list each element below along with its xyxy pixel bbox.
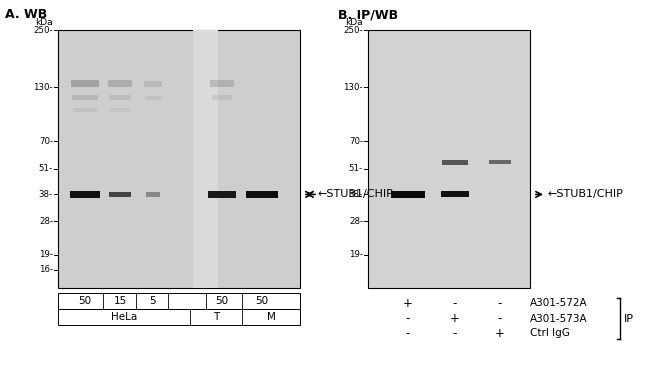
Text: -: - [498, 297, 502, 310]
Text: 51-: 51- [349, 164, 363, 173]
Bar [246, 191, 278, 198]
Text: M: M [266, 312, 276, 322]
Text: -: - [453, 327, 457, 340]
Text: +: + [403, 297, 413, 310]
Text: +: + [495, 327, 505, 340]
Text: kDa: kDa [345, 18, 363, 27]
Bar [441, 191, 469, 198]
Bar [208, 191, 236, 198]
Text: A301-573A: A301-573A [530, 314, 588, 323]
Text: +: + [450, 312, 460, 325]
Bar [109, 192, 131, 197]
Text: 51-: 51- [39, 164, 53, 173]
Bar [145, 96, 161, 100]
Text: B. IP/WB: B. IP/WB [338, 8, 398, 21]
Text: 38-: 38- [349, 190, 363, 199]
Bar [109, 95, 131, 100]
Bar [442, 160, 468, 165]
Bar [193, 30, 218, 288]
Text: 5: 5 [150, 296, 156, 306]
Bar [210, 80, 234, 87]
Text: 28-: 28- [349, 216, 363, 225]
Text: 19-: 19- [349, 250, 363, 260]
Text: 38-: 38- [39, 190, 53, 199]
Bar [212, 95, 232, 100]
Text: 28-: 28- [39, 216, 53, 225]
Bar [58, 309, 300, 325]
Text: IP: IP [624, 314, 634, 323]
Text: kDa: kDa [35, 18, 53, 27]
Bar [58, 30, 300, 288]
Text: 50: 50 [79, 296, 92, 306]
Bar [391, 191, 425, 198]
Bar [70, 191, 100, 198]
Text: 16-: 16- [39, 265, 53, 274]
Bar [110, 108, 130, 112]
Bar [73, 108, 97, 112]
Bar [58, 293, 300, 309]
Text: 50: 50 [215, 296, 229, 306]
Text: HeLa: HeLa [111, 312, 137, 322]
Text: -: - [406, 327, 410, 340]
Text: 19-: 19- [39, 250, 53, 260]
Text: 15: 15 [113, 296, 127, 306]
Bar [368, 30, 530, 288]
Text: A301-572A: A301-572A [530, 298, 588, 309]
Text: 50: 50 [255, 296, 268, 306]
Text: 250-: 250- [33, 25, 53, 34]
Text: -: - [453, 297, 457, 310]
Text: -: - [406, 312, 410, 325]
Text: ←STUB1/CHIP: ←STUB1/CHIP [548, 189, 624, 200]
Bar [144, 81, 162, 87]
Bar [146, 192, 160, 197]
Bar [71, 80, 99, 87]
Text: A. WB: A. WB [5, 8, 47, 21]
Text: 250-: 250- [343, 25, 363, 34]
Text: 130-: 130- [343, 83, 363, 92]
Text: 70-: 70- [349, 136, 363, 145]
Text: ←STUB1/CHIP: ←STUB1/CHIP [318, 189, 394, 200]
Bar [489, 160, 511, 164]
Text: Ctrl IgG: Ctrl IgG [530, 328, 570, 339]
Bar [72, 95, 98, 100]
Text: 70-: 70- [39, 136, 53, 145]
Bar [108, 80, 132, 87]
Text: 130-: 130- [33, 83, 53, 92]
Text: T: T [213, 312, 219, 322]
Text: -: - [498, 312, 502, 325]
